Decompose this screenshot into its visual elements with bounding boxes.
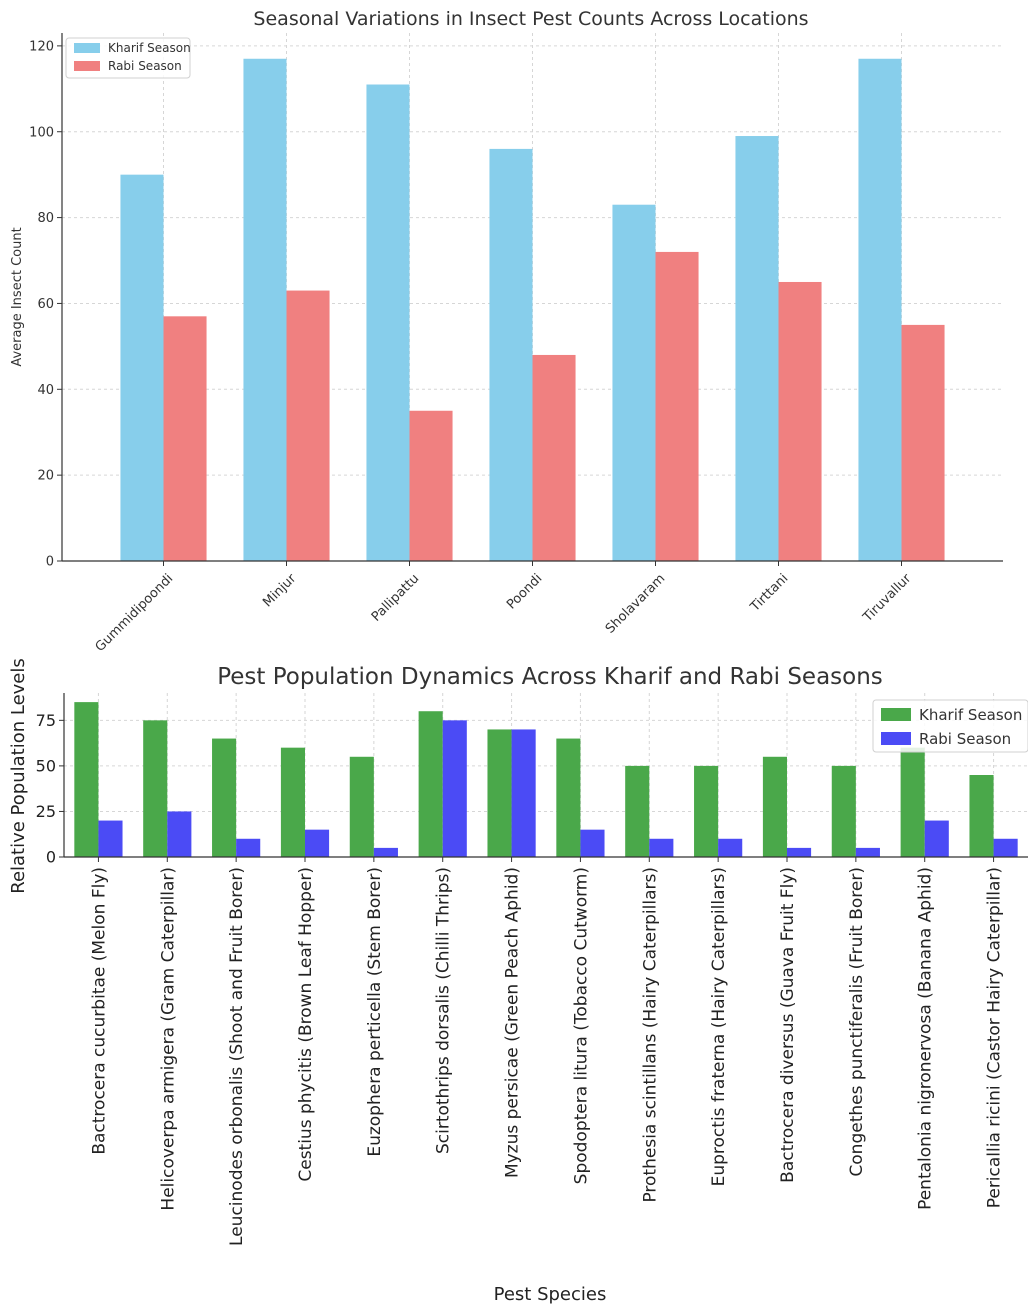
c2-bar-kharif [280,747,305,857]
c2-bar-rabi [373,847,398,857]
legend-swatch [881,708,911,721]
c1-bar-rabi [655,251,699,562]
c2-bar-rabi [98,820,123,857]
c2-bar-kharif [74,702,99,857]
chart1-y-axis-label: Average Insect Count [10,227,25,366]
c2-bar-rabi [580,829,605,857]
c2-bar-kharif [969,775,994,857]
c2-bar-rabi [649,838,674,857]
x-tick-label: Gummidipoondi [93,571,177,655]
x-tick-label: Euzophera perticella (Stem Borer) [365,867,385,1157]
chart1-legend: Kharif Season Rabi Season [65,37,191,79]
y-tick-label: 0 [46,555,54,570]
chart2-x-axis-label: Pest Species [494,1284,607,1305]
x-tick-label: Pentalonia nigronervosa (Banana Aphid) [916,867,936,1210]
x-tick-label: Myzus persicae (Green Peach Aphid) [503,867,523,1178]
y-tick-label: 75 [36,711,56,730]
c2-bar-kharif [143,720,168,857]
chart1-title: Seasonal Variations in Insect Pest Count… [253,8,808,30]
c1-bar-kharif [858,58,902,561]
x-tick-label: Cestius phycitis (Brown Leaf Hopper) [296,867,316,1182]
x-tick-label: Congethes punctiferalis (Fruit Borer) [847,867,867,1177]
legend-label: Kharif Season [108,41,191,55]
c2-bar-rabi [305,829,330,857]
c2-bar-rabi [167,811,192,857]
chart2-title: Pest Population Dynamics Across Kharif a… [217,664,883,690]
c1-bar-kharif [735,136,779,561]
x-tick-label: Minjur [260,571,300,611]
c2-bar-kharif [694,765,719,857]
x-tick-label: Bactrocera cucurbitae (Melon Fly) [89,867,109,1155]
c1-bar-kharif [120,174,164,561]
chart2-y-ticks: 0 25 50 75 [36,711,64,867]
c1-bar-kharif [243,58,287,561]
x-tick-label: Helicoverpa armigera (Gram Caterpillar) [158,867,178,1211]
y-tick-label: 50 [36,756,56,775]
c1-bar-rabi [409,410,453,561]
c2-bar-rabi [924,820,949,857]
c1-bar-kharif [489,148,533,561]
y-tick-label: 80 [37,211,54,226]
chart2-bars [74,702,1018,857]
x-tick-label: Scirtothrips dorsalis (Chilli Thrips) [434,867,454,1154]
c1-bar-kharif [612,204,656,561]
y-tick-label: 40 [37,383,54,398]
chart1-y-ticks: 0 20 40 60 80 100 120 [29,39,62,570]
c2-bar-rabi [718,838,743,857]
chart1-x-ticks: Gummidipoondi Minjur Pallipattu Poondi Shola… [93,561,915,655]
c2-bar-kharif [762,756,787,857]
chart-pest-population-dynamics: Pest Population Dynamics Across Kharif a… [8,658,1028,1305]
legend-box [872,699,1028,753]
chart2-legend: Kharif Season Rabi Season [872,699,1028,753]
c1-bar-rabi [163,316,207,561]
legend-label: Rabi Season [108,59,182,73]
y-tick-label: 120 [29,39,54,54]
y-tick-label: 25 [36,802,56,821]
x-tick-label: Leucinodes orbonalis (Shoot and Fruit Bo… [227,867,247,1246]
c2-bar-rabi [236,838,261,857]
legend-label: Kharif Season [919,706,1022,724]
c2-bar-rabi [855,847,880,857]
x-tick-label: Bactrocera diversus (Guava Fruit Fly) [778,867,798,1183]
c1-bar-rabi [286,290,330,561]
x-tick-label: Tirttani [747,571,791,615]
y-tick-label: 60 [37,297,54,312]
c1-bar-kharif [366,84,410,561]
x-tick-label: Pericallia ricini (Castor Hairy Caterpil… [985,867,1005,1208]
c2-bar-kharif [418,711,443,857]
x-tick-label: Poondi [504,571,545,612]
c2-bar-kharif [556,738,581,857]
chart2-x-ticks: Bactrocera cucurbitae (Melon Fly) Helicov… [89,857,1005,1246]
legend-label: Rabi Season [919,730,1011,748]
x-tick-label: Euproctis fraterna (Hairy Caterpillars) [709,867,729,1186]
y-tick-label: 100 [29,125,54,140]
c2-bar-kharif [212,738,237,857]
c2-bar-rabi [511,729,536,857]
x-tick-label: Sholavaram [603,571,669,637]
y-tick-label: 20 [37,469,54,484]
c2-bar-kharif [487,729,512,857]
c1-bar-rabi [778,281,822,561]
c2-bar-rabi [993,838,1018,857]
legend-swatch [881,732,911,745]
x-tick-label: Pallipattu [369,571,423,625]
legend-swatch [74,61,100,71]
c2-bar-kharif [900,747,925,857]
c2-bar-rabi [442,720,467,857]
chart1-bars [120,58,945,562]
c2-bar-kharif [625,765,650,857]
chart2-y-axis-label: Relative Population Levels [8,658,29,894]
c1-bar-rabi [532,354,576,561]
y-tick-label: 0 [46,848,56,867]
c2-bar-kharif [831,765,856,857]
c2-bar-rabi [787,847,812,857]
x-tick-label: Tiruvallur [860,571,915,626]
x-tick-label: Spodoptera litura (Tobacco Cutworm) [571,867,591,1184]
chart-seasonal-variations: Seasonal Variations in Insect Pest Count… [10,8,1003,655]
c2-bar-kharif [349,756,374,857]
x-tick-label: Prothesia scintillans (Hairy Caterpillar… [640,867,660,1203]
c1-bar-rabi [901,324,945,561]
legend-swatch [74,43,100,53]
